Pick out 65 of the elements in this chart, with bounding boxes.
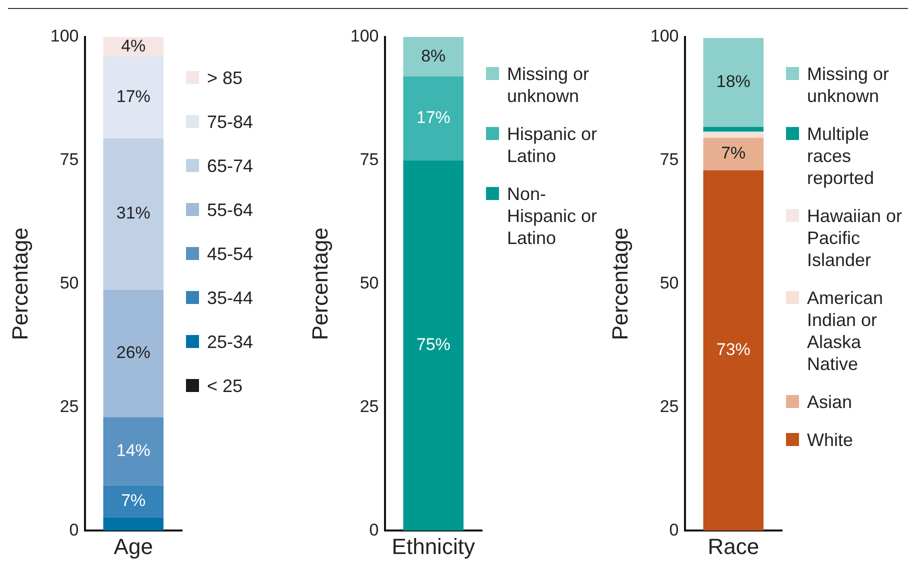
bar <box>103 56 164 138</box>
bar <box>103 138 164 290</box>
y-tick-label: 25 <box>60 396 79 416</box>
data-label: 75% <box>416 335 450 354</box>
y-tick-label: 0 <box>369 520 379 540</box>
legend-label: Hispanic or Latino <box>507 123 598 167</box>
y-tick-label: 75 <box>60 150 79 170</box>
y-tick-label: 50 <box>360 273 379 292</box>
legend-label: Multiple races reported <box>807 123 876 189</box>
x-tick-label: Race <box>708 534 760 559</box>
legend-label: < 25 <box>207 375 243 397</box>
y-tick-label: 50 <box>60 273 79 292</box>
bar <box>103 517 164 531</box>
x-tick-label: Ethnicity <box>392 534 475 559</box>
legend-label: 55-64 <box>207 199 254 221</box>
y-tick-label: 75 <box>660 150 679 170</box>
legend-label: Asian <box>807 391 852 413</box>
bar <box>103 37 164 56</box>
y-tick-label: 50 <box>660 273 679 292</box>
bar <box>403 160 464 531</box>
bar <box>703 170 764 531</box>
legend-label: 45-54 <box>207 243 254 265</box>
legend-label: 65-74 <box>207 155 254 177</box>
data-label: 7% <box>721 144 746 163</box>
bar <box>703 126 764 132</box>
legend-label: Missing or unknown <box>807 63 890 107</box>
y-tick-label: 0 <box>69 520 79 540</box>
y-tick-label: 25 <box>360 396 379 416</box>
bar <box>403 37 464 76</box>
y-tick-label: 100 <box>50 26 79 46</box>
legend-label: American Indian or Alaska Native <box>807 287 884 375</box>
bar <box>103 290 164 418</box>
bar <box>103 417 164 486</box>
y-axis-title: Percentage <box>307 228 332 340</box>
legend-label: > 85 <box>207 67 243 89</box>
bar <box>103 485 164 518</box>
y-tick-label: 0 <box>669 520 679 540</box>
data-label: 8% <box>421 46 446 66</box>
legend-label: 35-44 <box>207 287 254 309</box>
bar <box>703 38 764 127</box>
data-label: 7% <box>121 490 146 510</box>
y-tick-label: 25 <box>660 396 679 416</box>
legend-label: Missing or unknown <box>507 63 590 107</box>
legend-label: Hawaiian or Pacific Islander <box>807 205 904 271</box>
x-tick-label: Age <box>114 534 153 559</box>
data-label: 18% <box>716 72 750 92</box>
data-label: 17% <box>116 86 150 106</box>
legend-label: White <box>807 429 854 451</box>
bar <box>703 132 764 138</box>
data-label: 4% <box>121 36 146 56</box>
data-label: 17% <box>416 108 450 128</box>
legend-label: 25-34 <box>207 331 254 353</box>
y-axis-title: Percentage <box>7 228 32 340</box>
legend-label: 75-84 <box>207 111 254 133</box>
data-label: 31% <box>116 204 150 223</box>
y-tick-label: 100 <box>650 26 679 46</box>
data-label: 73% <box>716 340 750 360</box>
bar <box>703 138 764 170</box>
y-tick-label: 100 <box>350 26 379 46</box>
bar <box>403 76 464 160</box>
legend-label: Non-Hispanic or Latino <box>507 183 598 249</box>
y-tick-label: 75 <box>360 150 379 170</box>
data-label: 14% <box>116 440 150 460</box>
y-axis-title: Percentage <box>607 228 632 340</box>
data-label: 26% <box>116 343 150 362</box>
